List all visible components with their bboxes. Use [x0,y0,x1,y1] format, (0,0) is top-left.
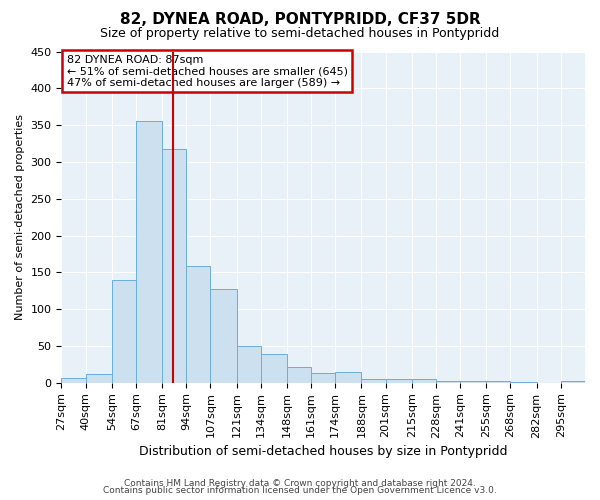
Text: Contains public sector information licensed under the Open Government Licence v3: Contains public sector information licen… [103,486,497,495]
Bar [211,289,236,382]
Bar [561,381,585,382]
Bar [162,150,186,382]
Bar [386,379,412,382]
Text: 82, DYNEA ROAD, PONTYPRIDD, CF37 5DR: 82, DYNEA ROAD, PONTYPRIDD, CF37 5DR [119,12,481,28]
Bar [112,280,136,382]
Bar [311,373,335,382]
Text: Size of property relative to semi-detached houses in Pontypridd: Size of property relative to semi-detach… [100,28,500,40]
Bar [186,266,211,382]
Bar [361,379,386,382]
Bar [136,122,162,382]
Bar [86,374,112,382]
Y-axis label: Number of semi-detached properties: Number of semi-detached properties [15,114,25,320]
X-axis label: Distribution of semi-detached houses by size in Pontypridd: Distribution of semi-detached houses by … [139,444,508,458]
Bar [261,354,287,382]
Bar [61,378,86,382]
Bar [460,381,486,382]
Bar [486,381,511,382]
Bar [436,381,460,382]
Text: 82 DYNEA ROAD: 87sqm
← 51% of semi-detached houses are smaller (645)
47% of semi: 82 DYNEA ROAD: 87sqm ← 51% of semi-detac… [67,55,347,88]
Text: Contains HM Land Registry data © Crown copyright and database right 2024.: Contains HM Land Registry data © Crown c… [124,478,476,488]
Bar [287,366,311,382]
Bar [335,372,361,382]
Bar [412,379,436,382]
Bar [236,346,261,383]
